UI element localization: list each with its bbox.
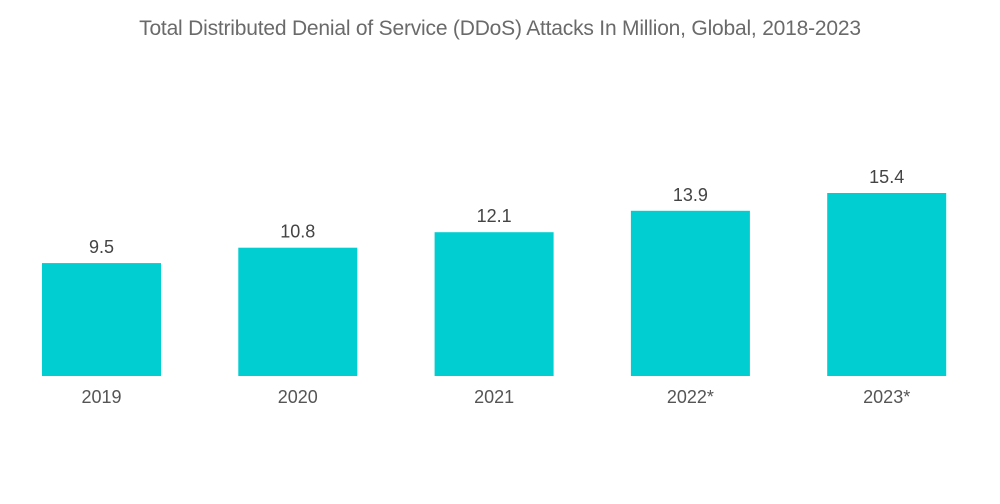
x-tick-label-4: 2023*	[863, 387, 910, 407]
x-tick-label-1: 2020	[278, 387, 318, 407]
x-tick-label-2: 2021	[474, 387, 514, 407]
bar-4	[827, 193, 947, 376]
bar-2	[434, 232, 554, 376]
chart-title: Total Distributed Denial of Service (DDo…	[139, 17, 861, 40]
data-label-4: 15.4	[869, 167, 904, 187]
bar-3	[630, 210, 750, 376]
data-label-2: 12.1	[477, 206, 512, 226]
data-label-3: 13.9	[673, 185, 708, 205]
data-label-0: 9.5	[89, 237, 114, 257]
bar-0	[42, 263, 161, 376]
x-tick-label-0: 2019	[81, 387, 121, 407]
bar-1	[238, 247, 358, 376]
x-tick-label-3: 2022*	[667, 387, 714, 407]
data-label-1: 10.8	[280, 222, 315, 242]
